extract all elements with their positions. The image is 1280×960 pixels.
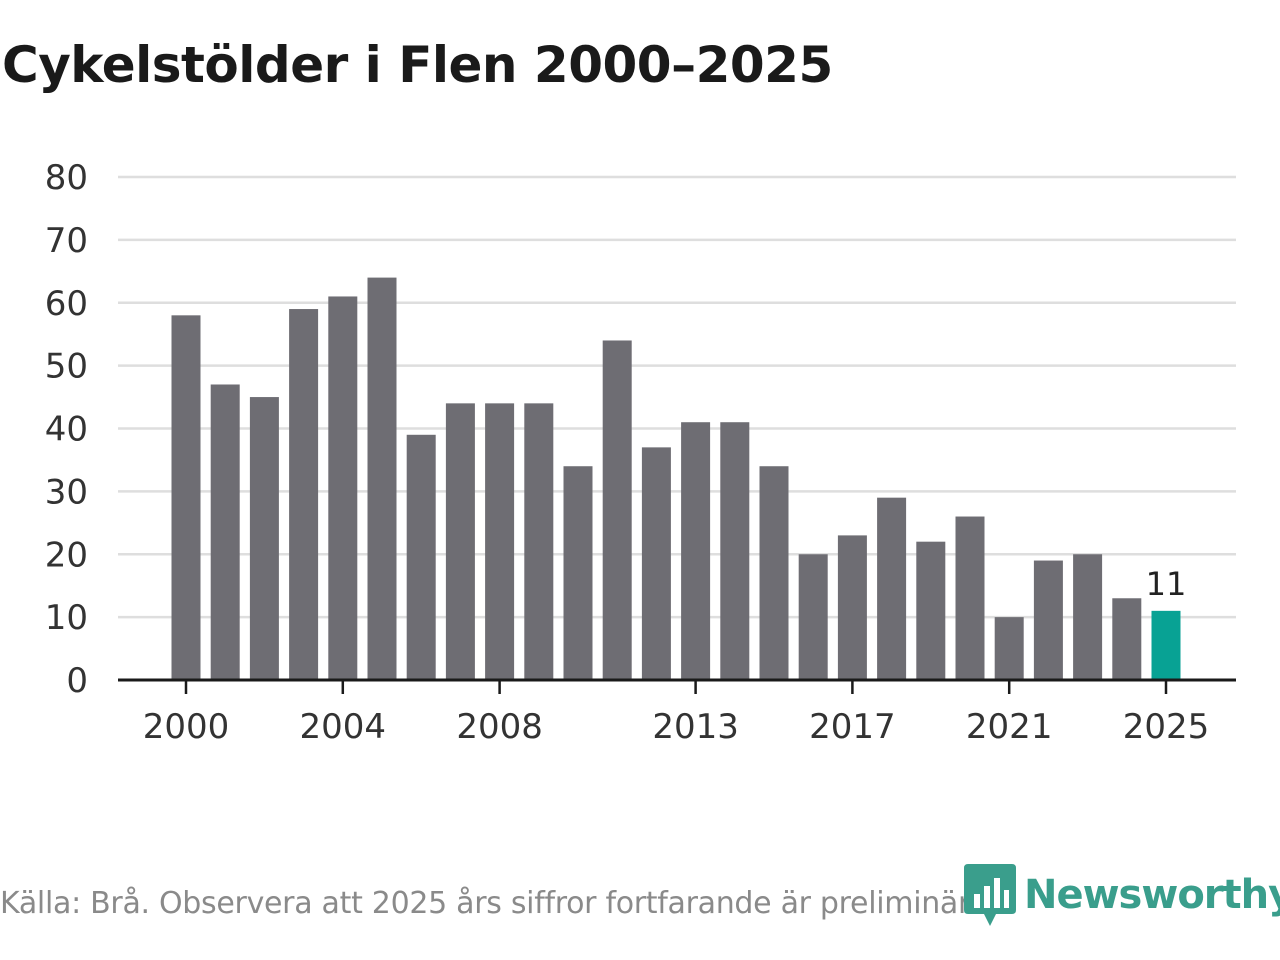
bar-2025 [1151, 610, 1181, 680]
bar-2002 [249, 397, 279, 680]
x-axis-tick-labels: 2000 2004 2008 2013 2017 2021 2025 [143, 707, 1210, 747]
bar-2019 [916, 541, 946, 680]
bar-2021 [994, 617, 1024, 680]
y-tick-label: 80 [45, 158, 88, 198]
grid-lines [118, 175, 1236, 619]
y-axis-tick-labels: 0 10 20 30 40 50 60 70 80 [45, 158, 88, 701]
y-tick-label: 30 [45, 472, 88, 512]
x-tick-label: 2025 [1123, 707, 1210, 747]
bar-2010 [563, 466, 593, 680]
bar-2023 [1073, 554, 1103, 680]
brand: Newsworthy [964, 864, 1280, 926]
bar-2005 [367, 277, 397, 680]
x-axis [118, 678, 1236, 694]
bar-2024 [1112, 598, 1142, 680]
brand-name: Newsworthy [1024, 872, 1280, 918]
y-tick-label: 60 [45, 284, 88, 324]
source-note: Källa: Brå. Observera att 2025 års siffr… [0, 886, 998, 921]
x-tick-label: 2021 [966, 707, 1053, 747]
bar-2003 [289, 309, 319, 680]
bars [171, 277, 1181, 680]
bar-2017 [837, 535, 867, 680]
bar-2013 [681, 422, 711, 680]
data-labels: 11 [1146, 565, 1187, 603]
bar-2001 [210, 384, 240, 680]
bar-2015 [759, 466, 789, 680]
bar-2000 [171, 315, 201, 680]
y-tick-label: 0 [66, 661, 88, 701]
bar-2011 [602, 340, 632, 680]
x-tick-label: 2017 [809, 707, 896, 747]
x-tick-label: 2000 [143, 707, 230, 747]
x-tick-label: 2004 [300, 707, 387, 747]
bar-2008 [485, 403, 515, 680]
bar-chart-icon [964, 864, 1016, 926]
y-tick-label: 20 [45, 535, 88, 575]
x-tick-label: 2013 [652, 707, 739, 747]
y-tick-label: 40 [45, 410, 88, 450]
y-tick-label: 70 [45, 221, 88, 261]
bar-2006 [406, 434, 436, 680]
bar-2022 [1033, 560, 1063, 680]
bar-2004 [328, 296, 358, 680]
x-tick-label: 2008 [456, 707, 543, 747]
bar-2012 [641, 447, 671, 680]
bar-2009 [524, 403, 554, 680]
y-tick-label: 50 [45, 347, 88, 387]
bar-2020 [955, 516, 985, 680]
bar-2016 [798, 554, 828, 680]
bar-2018 [877, 497, 907, 680]
bar-2007 [445, 403, 475, 680]
chart-title: Cykelstölder i Flen 2000–2025 [2, 36, 833, 94]
data-label: 11 [1146, 565, 1187, 603]
y-tick-label: 10 [45, 598, 88, 638]
bar-2014 [720, 422, 750, 680]
